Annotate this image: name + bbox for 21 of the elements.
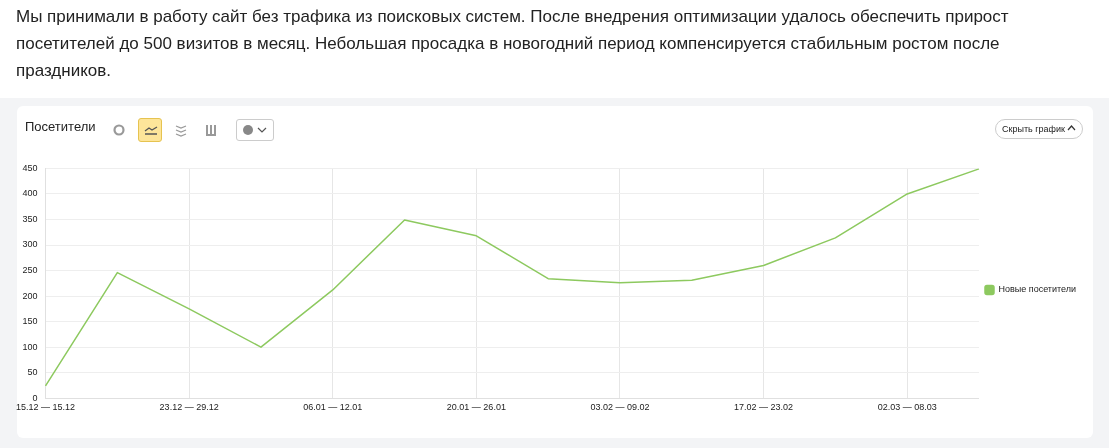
y-tick-label: 250 (22, 265, 38, 276)
y-tick-label: 350 (22, 213, 38, 224)
y-tick-label: 0 (32, 392, 38, 403)
y-tick-label: 300 (22, 239, 38, 250)
x-tick-label: 03.02 — 09.02 (590, 402, 650, 413)
y-tick-label: 450 (22, 162, 38, 173)
x-tick-label: 20.01 — 26.01 (446, 402, 506, 413)
y-tick-label: 150 (22, 316, 38, 327)
text: Скрыть график (1002, 124, 1065, 134)
y-tick-label: 400 (22, 188, 38, 199)
x-tick-label: 23.12 — 29.12 (159, 402, 219, 413)
y-tick-label: 50 (27, 367, 38, 378)
x-tick-label: 02.03 — 08.03 (877, 402, 937, 413)
y-tick-label: 100 (22, 341, 38, 352)
x-tick-label: 17.02 — 23.02 (734, 402, 794, 413)
chart-title: Посетители (25, 119, 96, 134)
x-tick-label: 15.12 — 15.12 (16, 402, 76, 413)
x-tick-label: 06.01 — 12.01 (303, 402, 363, 413)
legend-label: Новые посетители (998, 284, 1077, 295)
y-tick-label: 200 (22, 290, 38, 301)
text: Мы принимали в работу сайт без трафика из поисковых систем. После внедрения оптимизации удалось обеспечить прирост посетителей до 500 визитов в месяц. Небольшая просадка в новогодний период компенсируется стабильным ростом после праздников. (16, 6, 1010, 82)
